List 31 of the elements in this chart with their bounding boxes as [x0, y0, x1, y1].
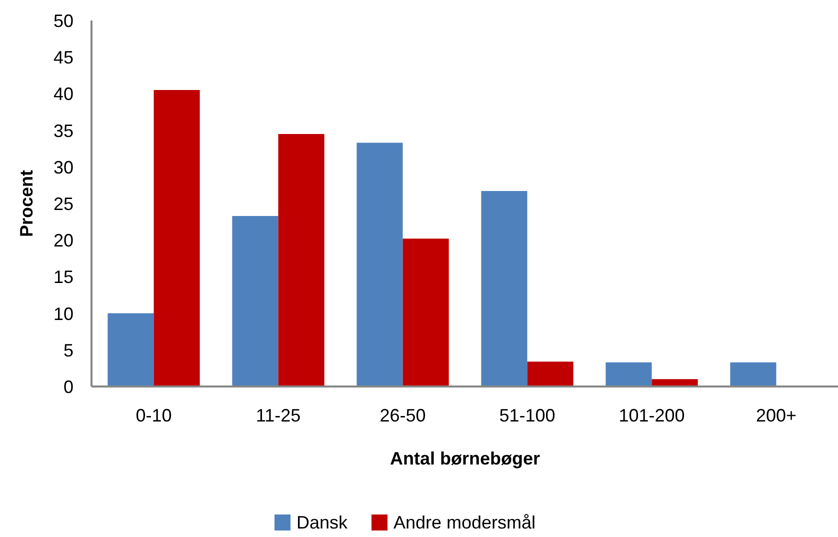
- y-tick-label: 0: [63, 377, 74, 397]
- y-tick-label: 45: [53, 48, 74, 68]
- y-tick-label: 5: [63, 340, 74, 360]
- y-tick-label: 40: [53, 84, 74, 104]
- y-tick-label: 30: [53, 157, 74, 178]
- legend-label: Andre modersmål: [394, 512, 536, 532]
- bar: [527, 362, 574, 386]
- bar: [402, 238, 449, 386]
- y-tick-label: 15: [53, 267, 74, 288]
- x-tick-label: 0-10: [136, 406, 172, 426]
- bar: [154, 90, 200, 386]
- bar: [481, 191, 528, 386]
- bar: [606, 362, 652, 386]
- x-tick-label: 26-50: [380, 406, 426, 426]
- x-tick-label: 200+: [756, 406, 797, 426]
- bar: [108, 313, 154, 386]
- y-tick-label: 20: [53, 230, 74, 251]
- x-tick-label: 51-100: [499, 406, 556, 426]
- bar: [356, 142, 403, 386]
- y-axis-title: Procent: [16, 170, 36, 238]
- bar: [730, 362, 776, 386]
- x-tick-label: 11-25: [256, 406, 301, 426]
- y-tick-label: 50: [53, 11, 74, 31]
- y-tick-label: 35: [53, 120, 74, 141]
- x-axis-title: Antal børnebøger: [390, 448, 540, 468]
- y-tick-label: 25: [53, 194, 74, 214]
- y-tick-label: 10: [53, 304, 74, 324]
- bar: [278, 134, 324, 386]
- bar: [232, 216, 278, 386]
- legend-label: Dansk: [296, 512, 349, 532]
- x-tick-label: 101-200: [618, 406, 685, 426]
